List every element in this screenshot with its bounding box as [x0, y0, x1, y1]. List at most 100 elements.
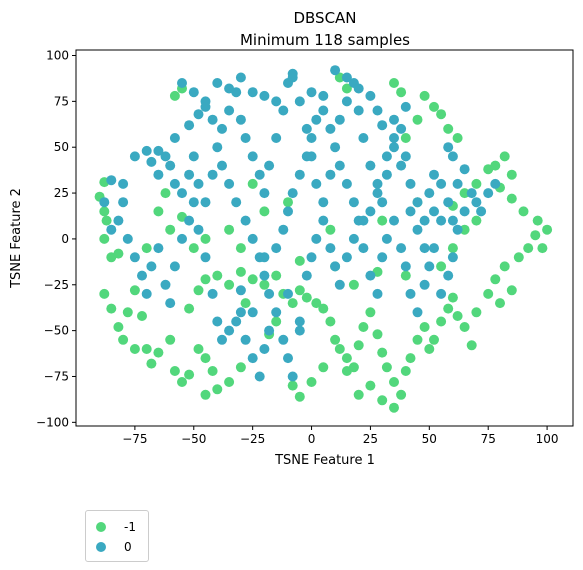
point-series-0-24 [212, 384, 223, 395]
point-series-1-97 [325, 243, 336, 254]
point-series-1-177 [452, 178, 463, 189]
point-series-1-50 [419, 215, 430, 226]
point-series-0-32 [235, 266, 246, 277]
point-series-0-91 [412, 114, 423, 125]
point-series-0-88 [436, 109, 447, 120]
point-series-0-97 [294, 255, 305, 266]
y-axis-label: TSNE Feature 2 [9, 188, 24, 289]
point-series-1-136 [377, 120, 388, 131]
point-series-0-8 [113, 322, 124, 332]
point-series-1-125 [247, 87, 258, 98]
point-series-0-29 [200, 274, 211, 285]
point-series-1-78 [212, 316, 223, 327]
point-series-0-96 [341, 83, 352, 94]
point-series-0-47 [353, 340, 364, 351]
point-series-1-111 [405, 288, 416, 299]
x-tick-label: 75 [481, 432, 496, 446]
point-series-1-112 [412, 307, 423, 318]
point-series-1-70 [165, 298, 176, 309]
point-series-1-56 [452, 224, 463, 235]
point-series-1-164 [341, 178, 352, 189]
point-series-1-91 [287, 371, 298, 382]
point-series-1-92 [294, 325, 305, 336]
point-series-1-12 [193, 178, 204, 189]
point-series-1-15 [212, 142, 223, 153]
point-series-0-90 [419, 90, 430, 101]
point-series-0-64 [452, 311, 463, 321]
point-series-0-117 [459, 224, 470, 235]
point-series-1-85 [254, 371, 265, 382]
point-series-0-4 [99, 233, 110, 244]
legend: -1 0 [85, 510, 149, 562]
point-series-1-64 [129, 252, 140, 263]
point-series-1-98 [330, 261, 341, 272]
x-tick-label: 25 [363, 432, 378, 446]
point-series-1-83 [240, 334, 251, 345]
point-series-1-48 [405, 178, 416, 189]
point-series-0-67 [483, 288, 494, 299]
point-series-0-53 [389, 377, 399, 387]
point-series-1-154 [278, 224, 289, 235]
point-series-1-43 [377, 197, 388, 208]
point-series-1-178 [459, 164, 470, 175]
point-series-1-140 [169, 133, 180, 143]
point-series-1-114 [424, 261, 435, 272]
point-series-1-145 [217, 160, 227, 171]
point-series-1-47 [400, 151, 411, 162]
point-series-1-67 [146, 261, 157, 272]
point-series-0-61 [436, 316, 447, 327]
point-series-0-133 [200, 233, 211, 244]
point-series-1-180 [476, 206, 487, 217]
point-series-0-104 [247, 178, 258, 189]
point-series-1-159 [306, 133, 317, 143]
point-series-1-163 [334, 160, 345, 171]
point-series-1-127 [271, 96, 282, 107]
point-series-1-118 [447, 252, 458, 263]
point-series-1-49 [412, 197, 423, 208]
point-series-1-94 [306, 252, 317, 263]
point-series-0-107 [325, 224, 336, 235]
point-series-0-115 [436, 261, 447, 272]
point-series-1-122 [212, 78, 223, 88]
chart-subtitle: Minimum 118 samples [240, 31, 410, 49]
point-series-0-58 [419, 322, 430, 332]
point-series-1-128 [287, 72, 298, 83]
point-series-1-1 [118, 178, 129, 189]
point-series-1-93 [301, 270, 312, 281]
point-series-1-134 [365, 90, 376, 101]
point-series-1-96 [318, 215, 329, 226]
point-series-0-98 [287, 380, 298, 391]
point-series-0-94 [389, 78, 399, 88]
point-series-0-10 [122, 307, 133, 318]
point-series-0-73 [523, 243, 534, 254]
point-series-0-139 [466, 340, 477, 351]
point-series-1-40 [358, 133, 369, 143]
point-series-1-82 [235, 307, 246, 318]
point-series-1-107 [381, 233, 392, 244]
point-series-1-109 [396, 243, 407, 254]
point-series-0-83 [471, 178, 482, 189]
point-series-0-31 [224, 279, 235, 290]
point-series-1-41 [365, 160, 376, 171]
point-series-0-92 [400, 133, 411, 143]
point-series-1-156 [287, 188, 298, 199]
point-series-0-34 [259, 279, 270, 290]
point-series-0-44 [334, 344, 345, 354]
legend-entry-noise: -1 [96, 519, 136, 535]
point-series-1-129 [306, 87, 317, 98]
point-series-1-60 [490, 178, 501, 189]
point-series-0-65 [459, 322, 470, 332]
point-series-1-73 [184, 215, 195, 226]
point-series-0-127 [341, 366, 352, 376]
point-series-1-181 [447, 151, 458, 162]
point-series-1-32 [311, 178, 322, 189]
point-series-1-58 [471, 197, 482, 208]
point-series-1-172 [405, 206, 416, 217]
point-series-0-35 [271, 270, 282, 281]
point-series-1-63 [122, 233, 133, 244]
point-series-0-45 [341, 353, 352, 364]
point-series-1-44 [381, 169, 392, 180]
point-series-0-15 [153, 347, 164, 358]
point-series-1-23 [259, 188, 270, 199]
point-series-1-88 [271, 307, 282, 318]
